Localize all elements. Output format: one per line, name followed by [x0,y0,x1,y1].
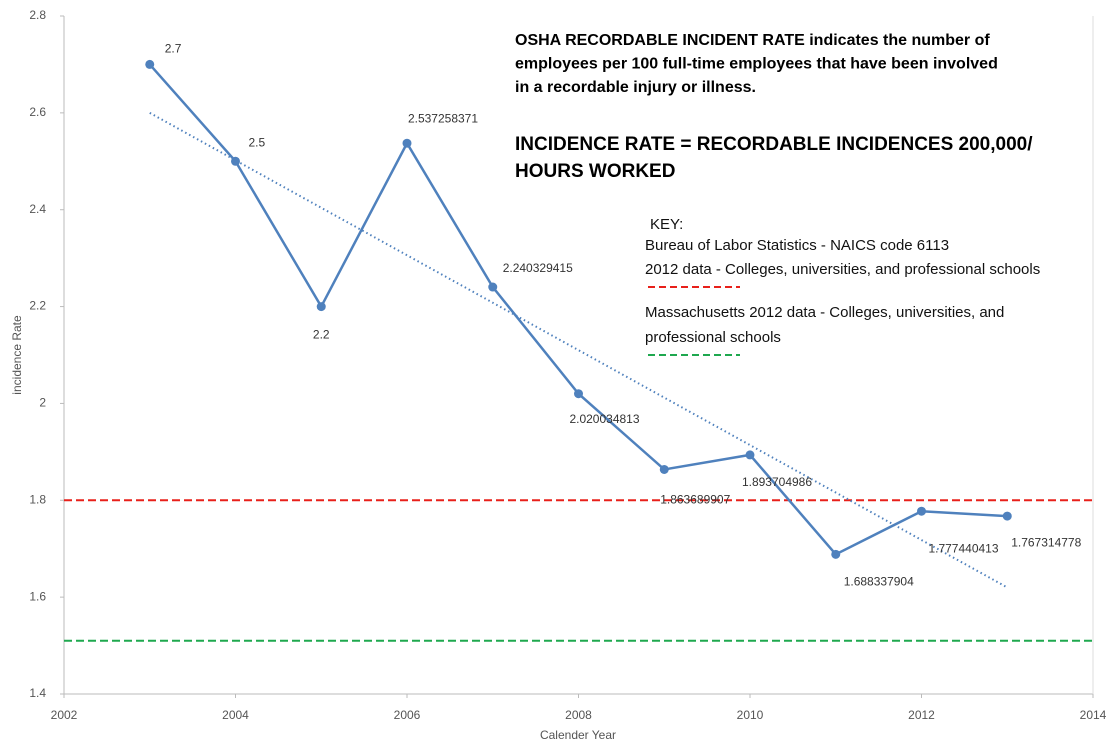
y-tick-label: 2 [39,396,46,410]
data-point [231,156,240,166]
data-label: 2.2 [313,328,330,342]
formula: HOURS WORKED [515,161,675,182]
x-tick-label: 2008 [565,708,592,722]
x-tick-label: 2012 [908,708,935,722]
data-point [1002,511,1012,521]
data-point [917,506,926,516]
data-label: 2.5 [249,135,266,149]
y-tick-label: 2.8 [29,8,46,22]
data-label: 1.777440413 [928,541,998,555]
description: employees per 100 full-time employees th… [515,56,998,73]
key-label: Massachusetts 2012 data - Colleges, univ… [645,304,1004,321]
x-axis-title: Calender Year [540,728,616,742]
data-point [831,549,841,559]
y-tick-label: 1.8 [29,492,46,506]
formula: INCIDENCE RATE = RECORDABLE INCIDENCES 2… [515,134,1033,155]
data-point [402,138,412,148]
trendline [149,111,1008,589]
data-label: 1.688337904 [844,575,914,589]
data-point [659,464,669,474]
data-label: 2.020034813 [569,412,639,426]
y-tick-label: 2.2 [29,299,46,313]
data-point [574,389,583,399]
y-tick-label: 2.6 [29,105,46,119]
y-tick-label: 1.4 [29,686,46,700]
x-tick-label: 2006 [394,708,421,722]
description: OSHA RECORDABLE INCIDENT RATE indicates … [515,32,990,49]
data-label: 1.863689907 [660,493,730,507]
y-tick-label: 2.4 [29,202,46,216]
data-label: 1.767314778 [1011,535,1081,549]
x-tick-label: 2010 [737,708,764,722]
data-point [745,450,755,460]
data-label: 2.537258371 [408,111,478,125]
data-point [145,59,155,69]
data-label: 1.893704986 [742,475,812,489]
x-tick-label: 2014 [1080,708,1107,722]
data-label: 2.7 [165,42,182,56]
x-tick-label: 2004 [222,708,249,722]
y-tick-label: 1.6 [29,589,46,603]
y-axis-title: incidence Rate [10,315,24,395]
key-label: Bureau of Labor Statistics - NAICS code … [645,237,949,254]
key-label: professional schools [645,329,781,346]
x-tick-label: 2002 [51,708,78,722]
key-label: 2012 data - Colleges, universities, and … [645,261,1040,278]
data-point [488,282,498,292]
data-label: 2.240329415 [503,261,573,275]
key-title: KEY: [650,216,683,233]
description: in a recordable injury or illness. [515,79,756,96]
data-point [316,302,326,312]
